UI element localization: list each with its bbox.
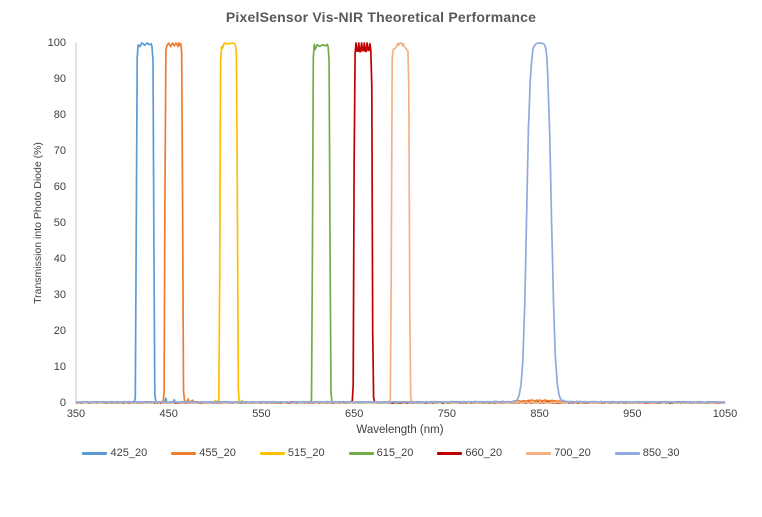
- series-line-850_30: [76, 42, 726, 404]
- y-axis-title: Transmission into Photo Diode (%): [32, 142, 44, 304]
- x-tick-label: 450: [159, 408, 178, 420]
- y-tick-label: 90: [53, 72, 66, 85]
- y-tick-label: 10: [53, 360, 66, 373]
- series-line-515_20: [75, 42, 726, 404]
- legend-swatch-850_30: [614, 451, 640, 455]
- x-tick-label: 850: [530, 408, 549, 420]
- y-tick-label: 80: [53, 108, 66, 121]
- x-tick-label: 1050: [712, 408, 738, 420]
- series-line-660_20: [75, 42, 726, 404]
- legend-item-700_20: 700_20: [526, 447, 591, 459]
- legend-swatch-660_20: [437, 451, 463, 455]
- x-axis-title: Wavelength (nm): [356, 424, 444, 436]
- legend-item-455_20: 455_20: [171, 447, 236, 459]
- legend-swatch-615_20: [348, 451, 374, 455]
- legend-label: 455_20: [199, 447, 236, 459]
- y-tick-label: 60: [53, 180, 66, 193]
- series-line-615_20: [75, 43, 726, 404]
- y-tick-label: 70: [53, 144, 66, 157]
- legend-label: 660_20: [465, 447, 503, 459]
- legend-item-515_20: 515_20: [259, 447, 325, 459]
- legend-label: 615_20: [376, 447, 414, 459]
- legend-swatch-455_20: [171, 451, 197, 455]
- legend-label: 700_20: [554, 447, 591, 459]
- y-tick-label: 0: [59, 396, 66, 409]
- legend-item-425_20: 425_20: [82, 447, 147, 459]
- chart-title: PixelSensor Vis-NIR Theoretical Performa…: [225, 9, 537, 25]
- legend: 425_20 455_20 515_20 615_20 660_20 700_20 850_…: [0, 444, 762, 462]
- plot-area: [75, 42, 726, 404]
- legend-label: 425_20: [110, 447, 148, 459]
- legend-swatch-700_20: [526, 451, 552, 455]
- legend-swatch-515_20: [259, 451, 285, 455]
- legend-swatch-425_20: [82, 451, 108, 455]
- x-tick-label: 950: [623, 408, 642, 420]
- series-line-455_20: [75, 42, 726, 404]
- series-line-425_20: [75, 42, 726, 404]
- y-tick-label: 50: [53, 216, 66, 229]
- legend-item-660_20: 660_20: [437, 447, 502, 459]
- x-tick-label: 750: [437, 408, 457, 420]
- legend-item-850_30: 850_30: [614, 447, 680, 459]
- legend-label: 850_30: [642, 447, 680, 459]
- x-tick-label: 650: [344, 408, 364, 420]
- y-tick-label: 40: [53, 252, 66, 265]
- series-group: [75, 42, 726, 404]
- y-tick-label: 100: [47, 36, 66, 49]
- legend-item-615_20: 615_20: [348, 447, 414, 459]
- x-tick-label: 550: [252, 408, 271, 420]
- y-tick-label: 30: [53, 288, 66, 301]
- series-line-700_20: [75, 42, 726, 404]
- legend-label: 515_20: [287, 447, 325, 459]
- y-tick-label: 20: [53, 324, 66, 337]
- x-tick-label: 350: [66, 408, 86, 420]
